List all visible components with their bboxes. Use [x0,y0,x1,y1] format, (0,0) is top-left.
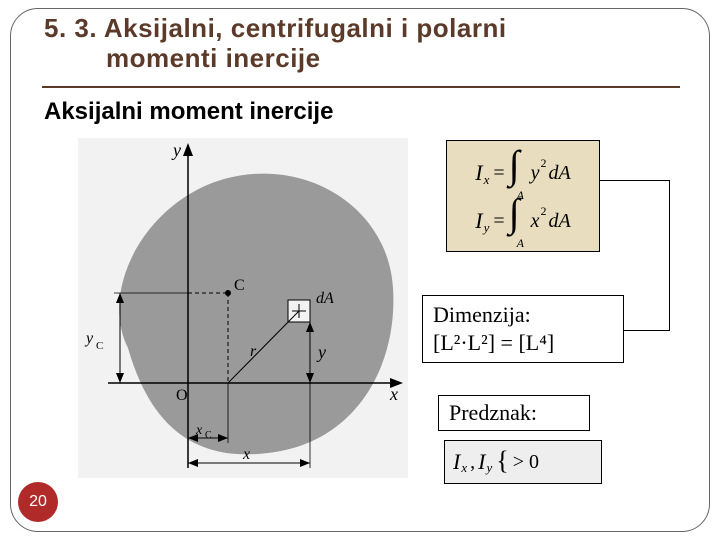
sign-box: Ix , Iy { > 0 [444,440,602,484]
title-line-2: momenti inercije [44,44,680,74]
dimension-label: Dimenzija: [433,302,613,328]
predznak-label: Predznak: [449,400,537,425]
svg-text:C: C [205,430,212,441]
connector-line [600,180,670,181]
predznak-box: Predznak: [438,395,590,431]
title-number: 5. 3. [44,13,97,43]
svg-text:x: x [242,446,250,463]
slide-title: 5. 3. Aksijalni, centrifugalni i polarni… [44,14,680,74]
page-number-badge: 20 [18,482,58,522]
page-number: 20 [29,493,47,511]
title-line-1: Aksijalni, centrifugalni i polarni [104,13,507,43]
title-underline [42,86,680,88]
connector-line [624,330,670,331]
formula-ix: Ix = ∫A y2 dA [453,151,593,195]
svg-text:dA: dA [316,290,334,307]
brace-icon: { [496,446,508,476]
svg-text:x: x [389,384,398,404]
dimension-box: Dimenzija: [L²·L²] = [L⁴] [422,295,624,363]
formula-box: Ix = ∫A y2 dA Iy = ∫A x2 dA [446,140,600,252]
svg-text:x: x [195,423,203,438]
section-subtitle: Aksijalni moment inercije [44,98,333,126]
svg-text:O: O [176,387,188,404]
dimension-expr: [L²·L²] = [L⁴] [433,330,613,356]
svg-text:y: y [84,330,94,347]
integral-icon: ∫A [509,151,531,195]
svg-text:C: C [234,277,245,294]
connector-line [669,180,670,330]
cross-section-diagram: y x O C dA r y y C x C [78,138,408,478]
svg-text:y: y [171,140,181,160]
svg-text:C: C [96,340,103,352]
integral-icon: ∫A [509,199,531,243]
formula-iy: Iy = ∫A x2 dA [453,199,593,243]
svg-text:y: y [316,342,326,362]
svg-text:r: r [250,343,257,360]
